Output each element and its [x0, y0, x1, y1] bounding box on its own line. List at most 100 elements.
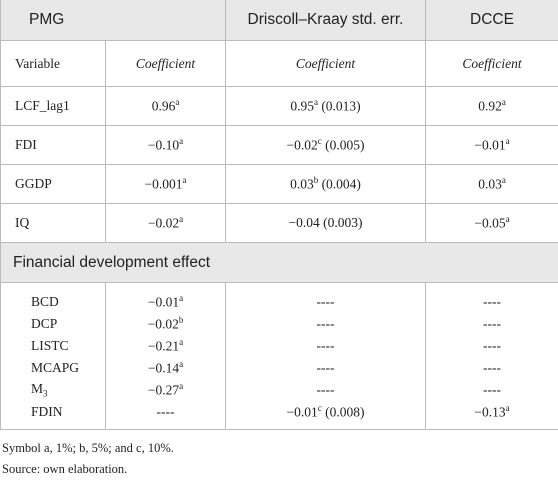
- cell: 0.92a: [426, 87, 558, 126]
- cell: BCD: [1, 283, 106, 314]
- superscript: a: [183, 175, 187, 185]
- cell-text: −0.27: [148, 383, 179, 398]
- cell: ----: [226, 379, 426, 401]
- cell-text: ----: [157, 404, 175, 419]
- cell-text: ----: [483, 316, 501, 331]
- cell: −0.27a: [106, 379, 226, 401]
- header-cell: DCCE: [426, 0, 558, 41]
- cell: ----: [226, 283, 426, 314]
- cell: −0.01c (0.008): [226, 401, 426, 430]
- cell-text: ----: [317, 360, 335, 375]
- cell: ----: [226, 335, 426, 357]
- cell-text: 0.96: [152, 99, 176, 114]
- cell-text: 0.92: [478, 99, 502, 114]
- cell-text: −0.01: [287, 405, 318, 420]
- subheader-cell: Coefficient: [426, 41, 558, 87]
- cell: 0.96a: [106, 87, 226, 126]
- cell: 0.03a: [426, 165, 558, 204]
- cell: −0.14a: [106, 357, 226, 379]
- cell: DCP: [1, 313, 106, 335]
- cell-text: −0.14: [148, 361, 179, 376]
- cell: 0.95a (0.013): [226, 87, 426, 126]
- cell: −0.02b: [106, 313, 226, 335]
- table-row: LISTC −0.21a ---- ----: [1, 335, 558, 357]
- table-row: FDIN----−0.01c (0.008)−0.13a: [1, 401, 558, 430]
- cell-text: LISTC: [31, 338, 69, 353]
- cell-text: ----: [317, 294, 335, 309]
- section-title: Financial development effect: [1, 243, 558, 283]
- cell-text: ----: [483, 338, 501, 353]
- subscript: 3: [43, 389, 48, 399]
- cell: −0.001a: [106, 165, 226, 204]
- cell-text: BCD: [31, 294, 59, 309]
- superscript: a: [179, 136, 183, 146]
- cell: −0.01a: [426, 126, 558, 165]
- cell: MCAPG: [1, 357, 106, 379]
- cell-text: FDI: [15, 137, 37, 152]
- table-row: MCAPG −0.14a ---- ----: [1, 357, 558, 379]
- superscript: a: [502, 97, 506, 107]
- cell: −0.21a: [106, 335, 226, 357]
- cell-text: (0.004): [318, 177, 361, 192]
- cell-text: −0.21: [148, 339, 179, 354]
- cell: ----: [426, 313, 558, 335]
- cell-text: 0.95: [290, 99, 314, 114]
- cell-text: −0.02: [287, 138, 318, 153]
- cell: 0.03b (0.004): [226, 165, 426, 204]
- superscript: a: [179, 337, 183, 347]
- note: Symbol a, 1%; b, 5%; and c, 10%.: [2, 438, 558, 459]
- table-row: DCP −0.02b ---- ----: [1, 313, 558, 335]
- cell: IQ: [1, 204, 106, 243]
- cell-text: ----: [483, 360, 501, 375]
- cell-text: −0.02: [148, 317, 179, 332]
- table-row: M3−0.27a ---- ----: [1, 379, 558, 401]
- header-cell: PMG: [1, 0, 226, 41]
- cell-text: −0.10: [148, 138, 179, 153]
- superscript: a: [179, 359, 183, 369]
- cell: M3: [1, 379, 106, 401]
- superscript: a: [506, 403, 510, 413]
- cell: ----: [426, 335, 558, 357]
- cell: ----: [426, 379, 558, 401]
- superscript: a: [179, 214, 183, 224]
- cell: −0.01a: [106, 283, 226, 314]
- superscript: a: [175, 97, 179, 107]
- cell: LCF_lag1: [1, 87, 106, 126]
- cell: ----: [426, 357, 558, 379]
- cell-text: (0.005): [322, 138, 365, 153]
- cell-text: −0.05: [474, 216, 505, 231]
- cell-text: GGDP: [15, 176, 52, 191]
- cell: ----: [106, 401, 226, 430]
- table-row: FDI−0.10a−0.02c (0.005)−0.01a: [1, 126, 558, 165]
- cell-text: MCAPG: [31, 360, 79, 375]
- notes: Symbol a, 1%; b, 5%; and c, 10%.Source: …: [0, 438, 558, 480]
- cell-text: ----: [317, 338, 335, 353]
- cell: −0.02a: [106, 204, 226, 243]
- cell-text: ----: [317, 382, 335, 397]
- cell: −0.05a: [426, 204, 558, 243]
- cell: FDI: [1, 126, 106, 165]
- superscript: a: [502, 175, 506, 185]
- table-row: IQ−0.02a−0.04 (0.003)−0.05a: [1, 204, 558, 243]
- cell-text: ----: [317, 316, 335, 331]
- cell-text: −0.01: [148, 295, 179, 310]
- subheader-cell: Coefficient: [226, 41, 426, 87]
- cell: −0.10a: [106, 126, 226, 165]
- cell: −0.04 (0.003): [226, 204, 426, 243]
- superscript: a: [179, 293, 183, 303]
- cell-text: LCF_lag1: [15, 98, 70, 113]
- cell-text: DCP: [31, 316, 57, 331]
- superscript: b: [179, 315, 184, 325]
- subheader-cell: Coefficient: [106, 41, 226, 87]
- cell-text: −0.01: [474, 138, 505, 153]
- cell: FDIN: [1, 401, 106, 430]
- subheader-cell: Variable: [1, 41, 106, 87]
- cell: GGDP: [1, 165, 106, 204]
- cell-text: ----: [483, 294, 501, 309]
- cell-text: IQ: [15, 215, 29, 230]
- note: Source: own elaboration.: [2, 459, 558, 480]
